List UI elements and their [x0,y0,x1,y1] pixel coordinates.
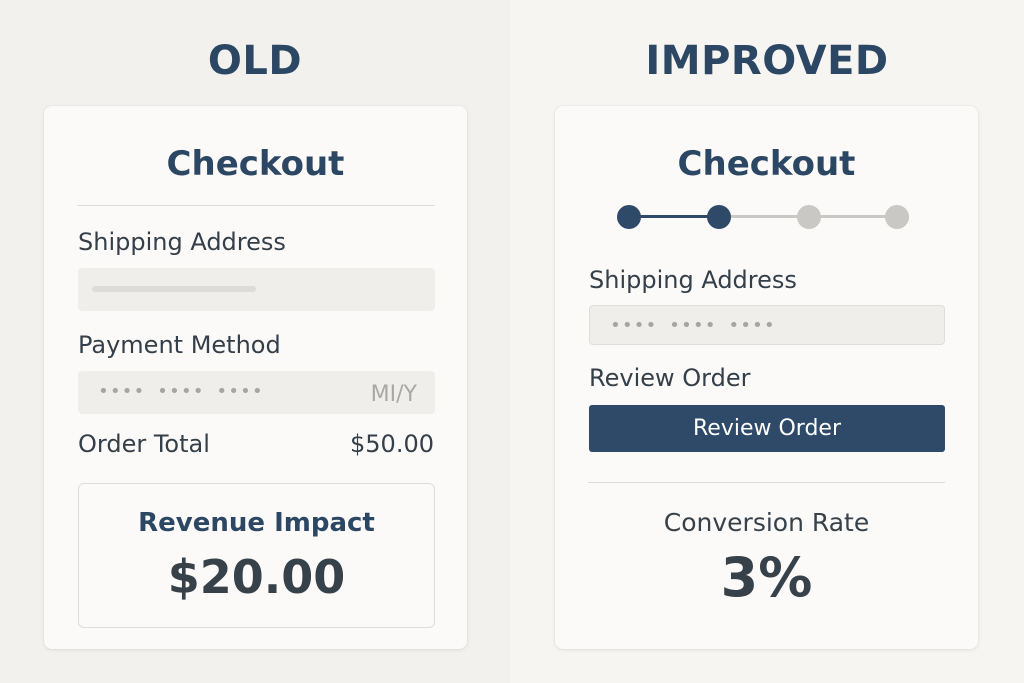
old-order-total-label: Order Total [78,430,210,458]
old-payment-input[interactable]: •••• •••• •••• MI/Y [78,371,435,414]
step-connector-1 [629,215,719,218]
old-shipping-label: Shipping Address [78,228,286,256]
step-connector-3 [809,215,897,218]
old-payment-label: Payment Method [78,331,281,359]
review-order-label: Review Order [589,364,751,392]
conversion-rate-value: 3% [720,546,813,609]
step-dot-4 [885,205,909,229]
revenue-impact-value: $20.00 [167,550,346,604]
improved-checkout-card: Checkout Shipping Address •••• •••• ••••… [555,106,978,649]
improved-shipping-label: Shipping Address [589,266,797,294]
improved-card-title: Checkout [677,144,856,184]
old-heading: OLD [207,38,303,84]
old-order-total-value: $50.00 [350,430,434,458]
old-card-number-mask: •••• •••• •••• [98,381,264,402]
old-checkout-card: Checkout Shipping Address Payment Method… [44,106,467,649]
old-shipping-placeholder-bar [92,286,256,292]
revenue-impact-label: Revenue Impact [138,508,375,538]
step-dot-3 [797,205,821,229]
checkout-progress-stepper [617,204,917,230]
step-dot-1 [617,205,641,229]
old-shipping-input[interactable] [78,268,435,311]
review-order-button[interactable]: Review Order [589,405,945,452]
improved-shipping-input[interactable]: •••• •••• •••• [589,305,945,345]
step-dot-2 [707,205,731,229]
improved-divider [588,482,945,483]
old-expiry-placeholder: MI/Y [370,382,417,407]
old-panel: OLD Checkout Shipping Address Payment Me… [0,0,510,683]
old-card-title: Checkout [166,144,345,184]
conversion-rate-label: Conversion Rate [663,508,870,537]
improved-heading: IMPROVED [645,38,889,84]
old-title-divider [77,205,435,206]
revenue-impact-box: Revenue Impact $20.00 [78,483,435,628]
improved-panel: IMPROVED Checkout Shipping Address •••• … [510,0,1024,683]
step-connector-2 [719,215,809,218]
improved-address-mask: •••• •••• •••• [610,315,776,336]
